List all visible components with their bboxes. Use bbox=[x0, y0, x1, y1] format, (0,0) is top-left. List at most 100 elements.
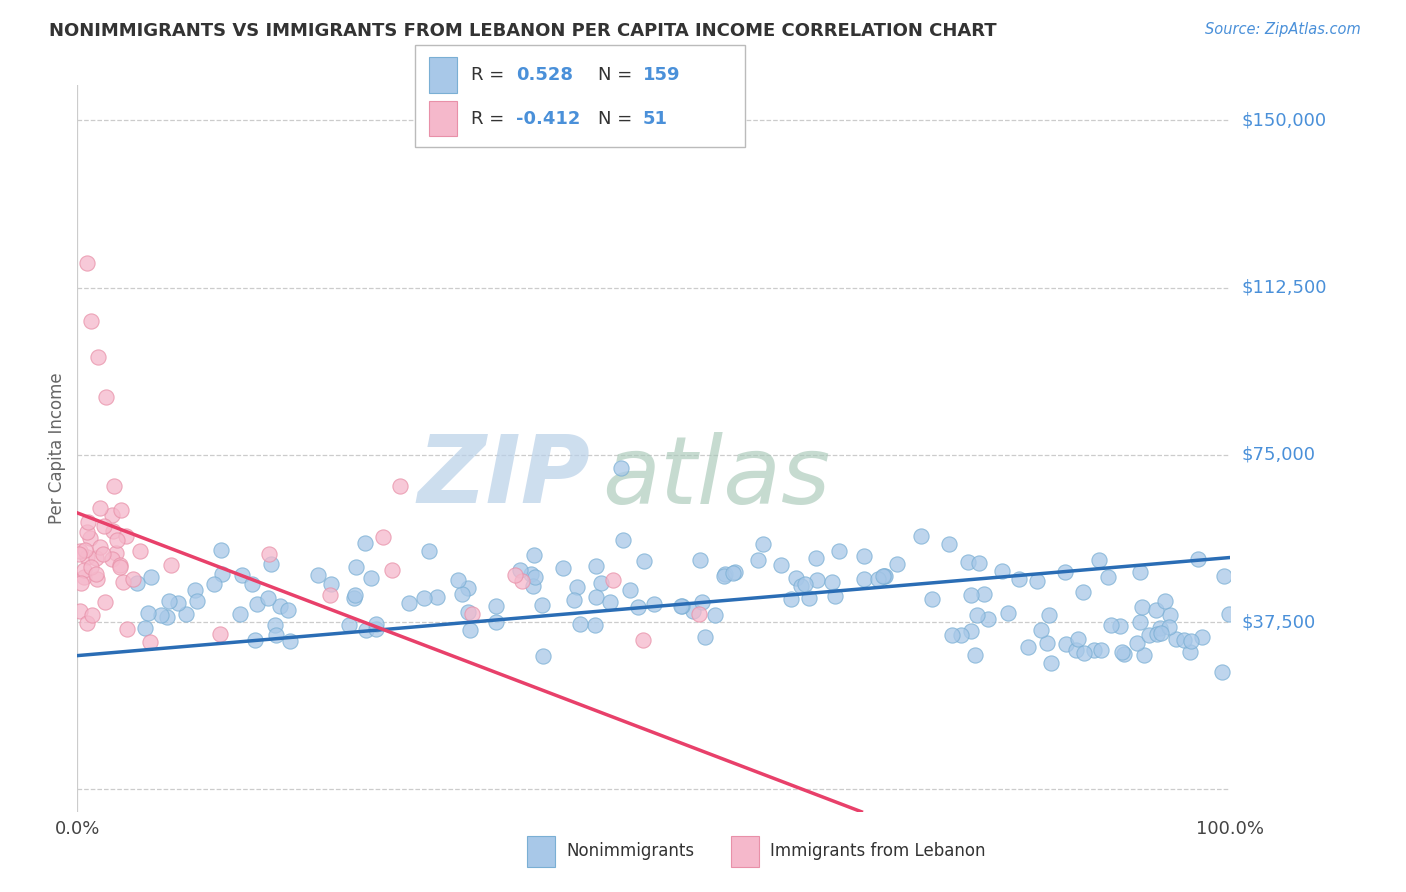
Point bbox=[520, 567, 543, 582]
Point bbox=[73, 542, 96, 557]
Point bbox=[269, 599, 291, 614]
Point bbox=[1129, 615, 1152, 629]
Point bbox=[689, 553, 711, 567]
Point bbox=[319, 577, 342, 591]
Point bbox=[1112, 648, 1135, 662]
Point bbox=[1008, 572, 1031, 586]
Point bbox=[100, 508, 122, 522]
Point bbox=[413, 591, 436, 605]
Point bbox=[872, 568, 894, 582]
Point bbox=[426, 590, 449, 604]
Point bbox=[115, 529, 138, 543]
Point bbox=[671, 599, 693, 613]
Point bbox=[1187, 552, 1209, 566]
Point bbox=[122, 572, 145, 586]
Point bbox=[343, 588, 366, 602]
Point bbox=[110, 503, 132, 517]
Point bbox=[398, 596, 420, 610]
Point bbox=[752, 537, 775, 551]
Point bbox=[1036, 636, 1059, 650]
Point bbox=[643, 597, 665, 611]
Point bbox=[89, 500, 111, 515]
Point bbox=[531, 649, 554, 664]
Point bbox=[1029, 624, 1052, 638]
Point bbox=[551, 560, 574, 574]
Point bbox=[141, 570, 163, 584]
Point bbox=[69, 604, 91, 618]
Point bbox=[1132, 648, 1154, 662]
Point bbox=[451, 587, 474, 601]
Point bbox=[780, 592, 803, 607]
Point bbox=[886, 557, 908, 571]
Point bbox=[1038, 608, 1060, 623]
Point bbox=[564, 592, 586, 607]
Point bbox=[797, 591, 820, 605]
Point bbox=[485, 615, 508, 629]
Point bbox=[966, 607, 988, 622]
Point bbox=[371, 530, 394, 544]
Point bbox=[873, 569, 896, 583]
Point bbox=[713, 569, 735, 583]
Point bbox=[77, 516, 100, 530]
Text: Source: ZipAtlas.com: Source: ZipAtlas.com bbox=[1205, 22, 1361, 37]
Point bbox=[959, 588, 981, 602]
Point bbox=[229, 607, 252, 621]
Point bbox=[1099, 618, 1122, 632]
Point bbox=[263, 618, 285, 632]
Text: -0.412: -0.412 bbox=[516, 110, 581, 128]
Point bbox=[157, 594, 180, 608]
Point bbox=[100, 551, 122, 566]
Point bbox=[266, 628, 288, 642]
Point bbox=[134, 621, 156, 635]
Point bbox=[80, 559, 103, 574]
Point bbox=[793, 577, 815, 591]
Point bbox=[73, 570, 96, 584]
Point bbox=[103, 478, 125, 492]
Text: $150,000: $150,000 bbox=[1241, 112, 1326, 129]
Point bbox=[209, 627, 232, 641]
Point bbox=[69, 544, 91, 558]
Text: R =: R = bbox=[471, 66, 505, 84]
Point bbox=[627, 599, 650, 614]
Point bbox=[1164, 632, 1187, 646]
Point bbox=[866, 572, 889, 586]
Point bbox=[360, 571, 382, 585]
Point bbox=[1109, 618, 1132, 632]
Text: Nonimmigrants: Nonimmigrants bbox=[567, 842, 695, 861]
Point bbox=[770, 558, 793, 572]
Point bbox=[89, 540, 111, 554]
Point bbox=[93, 547, 115, 561]
Point bbox=[921, 592, 943, 607]
Point bbox=[1150, 625, 1173, 640]
Point bbox=[682, 604, 704, 618]
Point bbox=[183, 582, 205, 597]
Point bbox=[1111, 645, 1133, 659]
Point bbox=[112, 574, 135, 589]
Point bbox=[610, 461, 633, 475]
Point bbox=[785, 571, 807, 585]
Point bbox=[853, 549, 876, 563]
Point bbox=[243, 632, 266, 647]
Text: 159: 159 bbox=[643, 66, 681, 84]
Point bbox=[96, 390, 118, 404]
Point bbox=[84, 567, 107, 582]
Point bbox=[1071, 585, 1094, 599]
Point bbox=[76, 615, 98, 630]
Point bbox=[84, 550, 107, 565]
Point bbox=[965, 648, 987, 662]
Point bbox=[1178, 645, 1201, 659]
Point bbox=[790, 579, 813, 593]
Point bbox=[1083, 642, 1105, 657]
Point bbox=[824, 589, 846, 603]
Point bbox=[713, 567, 735, 582]
Point bbox=[364, 617, 387, 632]
Point bbox=[76, 549, 98, 564]
Point bbox=[1137, 628, 1160, 642]
Point bbox=[1144, 603, 1167, 617]
Point bbox=[108, 560, 131, 574]
Point bbox=[522, 578, 544, 592]
Point bbox=[259, 547, 281, 561]
Point bbox=[585, 559, 607, 574]
Text: $75,000: $75,000 bbox=[1241, 446, 1316, 464]
Point bbox=[160, 558, 183, 573]
